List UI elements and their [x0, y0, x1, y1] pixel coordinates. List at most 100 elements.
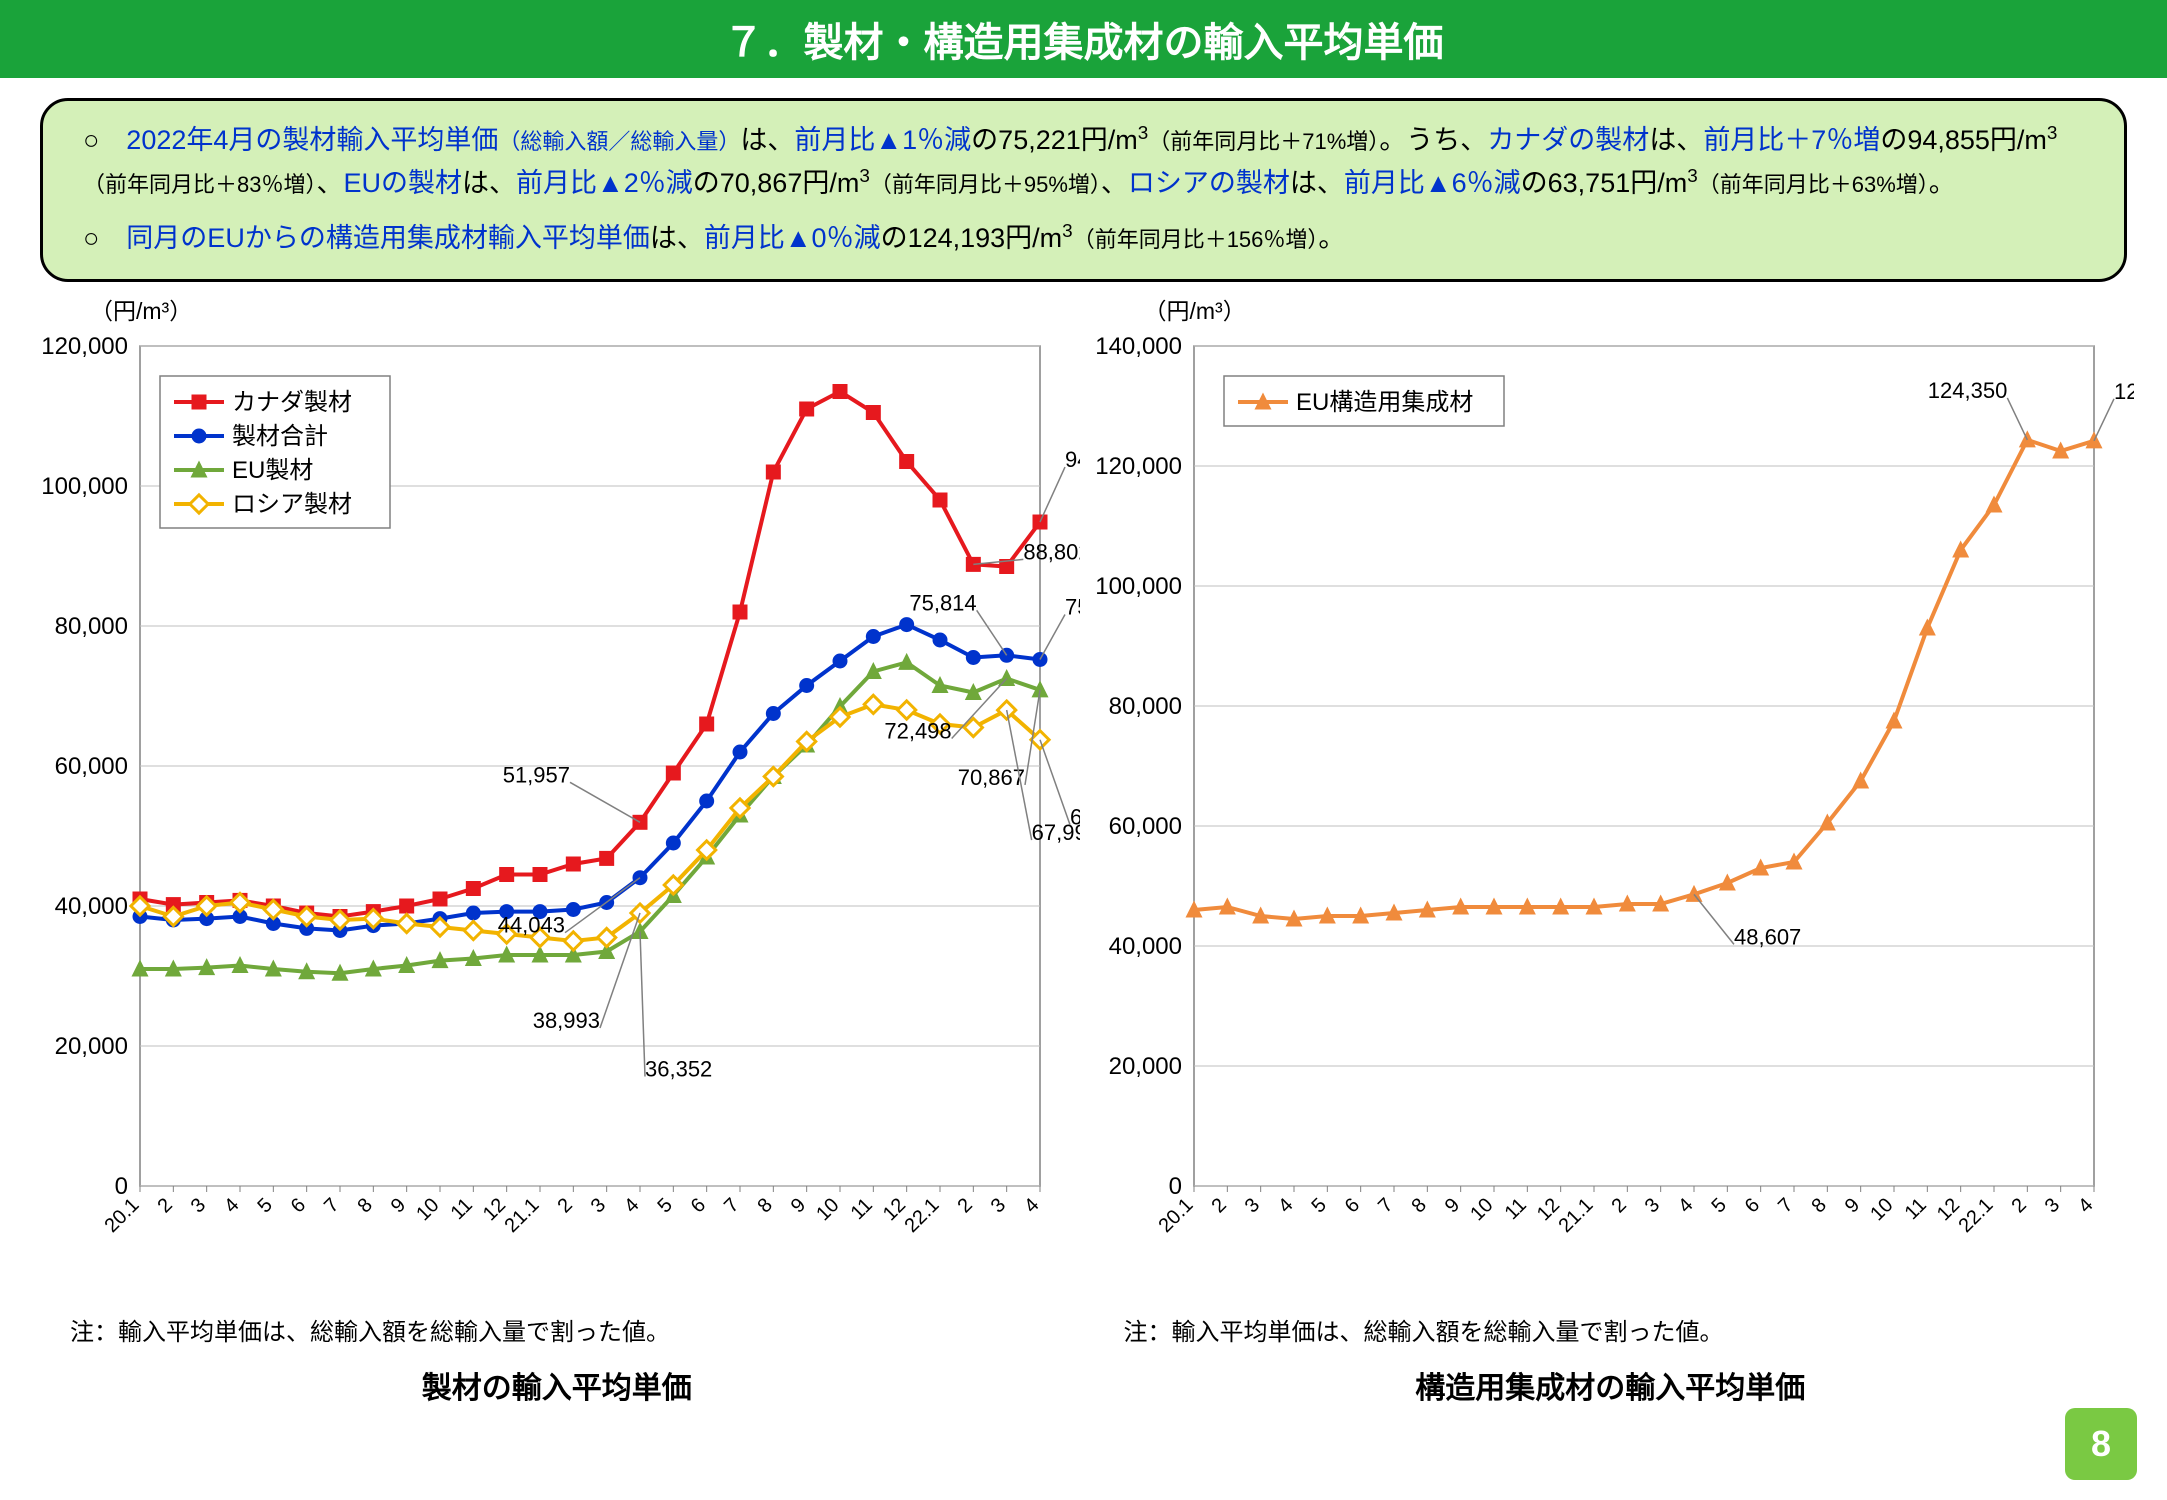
s1u: は、 — [1290, 168, 1344, 198]
svg-text:40,000: 40,000 — [55, 893, 128, 920]
summary-line-2: ○ 同月のEUからの構造用集成材輸入平均単価は、前月比▲0％減の124,193円… — [83, 217, 2094, 260]
svg-text:3: 3 — [187, 1194, 210, 1217]
svg-text:ロシア製材: ロシア製材 — [232, 491, 352, 518]
svg-text:9: 9 — [787, 1194, 810, 1217]
svg-text:8: 8 — [1407, 1194, 1430, 1217]
right-y-unit: （円/m³） — [1144, 292, 2138, 326]
svg-text:21.1: 21.1 — [500, 1194, 543, 1237]
svg-text:80,000: 80,000 — [1108, 693, 1181, 720]
svg-text:2: 2 — [1607, 1194, 1630, 1217]
svg-text:6: 6 — [287, 1194, 310, 1217]
s1x: （前年同月比＋63%増） — [1698, 172, 1929, 197]
svg-text:4: 4 — [620, 1194, 643, 1217]
s1q: の70,867円/m — [693, 168, 860, 198]
left-chart-title: 製材の輸入平均単価 — [30, 1363, 1084, 1407]
right-chart-column: （円/m³） 020,00040,00060,00080,000100,0001… — [1084, 292, 2138, 1407]
svg-text:48,607: 48,607 — [1734, 924, 1801, 949]
svg-text:2: 2 — [553, 1194, 576, 1217]
bullet-1: ○ — [83, 125, 99, 155]
svg-text:100,000: 100,000 — [1095, 573, 1182, 600]
right-chart-title: 構造用集成材の輸入平均単価 — [1084, 1363, 2138, 1407]
svg-text:20.1: 20.1 — [1154, 1194, 1197, 1237]
s1p: 前月比▲2％減 — [516, 168, 693, 198]
s1w: の63,751円/m — [1521, 168, 1688, 198]
svg-text:9: 9 — [387, 1194, 410, 1217]
svg-text:7: 7 — [320, 1194, 343, 1217]
svg-text:124,193: 124,193 — [2114, 378, 2134, 403]
svg-text:80,000: 80,000 — [55, 613, 128, 640]
svg-text:4: 4 — [1020, 1194, 1043, 1217]
svg-text:94,855: 94,855 — [1065, 447, 1080, 472]
svg-text:11: 11 — [447, 1194, 477, 1224]
svg-text:3: 3 — [587, 1194, 610, 1217]
glulam-price-chart: 020,00040,00060,00080,000100,000120,0001… — [1084, 326, 2134, 1306]
svg-text:5: 5 — [653, 1194, 676, 1217]
svg-text:124,350: 124,350 — [1927, 377, 2007, 402]
header-title: ７．製材・構造用集成材の輸入平均単価 — [724, 21, 1444, 65]
s1c: は、 — [740, 125, 794, 155]
s1d: 前月比▲1％減 — [794, 125, 971, 155]
svg-text:8: 8 — [753, 1194, 776, 1217]
svg-text:75,221: 75,221 — [1065, 594, 1080, 619]
svg-text:20,000: 20,000 — [1108, 1053, 1181, 1080]
svg-text:EU構造用集成材: EU構造用集成材 — [1296, 389, 1473, 416]
svg-text:2: 2 — [2007, 1194, 2030, 1217]
svg-text:40,000: 40,000 — [1108, 933, 1181, 960]
svg-text:4: 4 — [1274, 1194, 1297, 1217]
s1f: （前年同月比＋71%増） — [1148, 129, 1379, 154]
svg-text:21.1: 21.1 — [1554, 1194, 1597, 1237]
page-number-badge: 8 — [2065, 1408, 2137, 1480]
s1n: EUの製材 — [343, 168, 462, 198]
svg-text:2: 2 — [953, 1194, 976, 1217]
s2e: （前年同月比＋156％増） — [1073, 227, 1319, 252]
svg-text:10: 10 — [812, 1194, 843, 1225]
svg-text:カナダ製材: カナダ製材 — [232, 389, 352, 416]
s1r: （前年同月比＋95%増） — [870, 172, 1101, 197]
summary-line-1: ○ 2022年4月の製材輸入平均単価（総輸入額／総輸入量）は、前月比▲1％減の7… — [83, 119, 2094, 205]
svg-text:6: 6 — [1740, 1194, 1763, 1217]
svg-text:72,498: 72,498 — [884, 718, 951, 743]
svg-text:44,043: 44,043 — [498, 912, 565, 937]
svg-text:5: 5 — [253, 1194, 276, 1217]
svg-text:9: 9 — [1840, 1194, 1863, 1217]
svg-text:60,000: 60,000 — [55, 753, 128, 780]
s1l: （前年同月比＋83％増） — [83, 172, 316, 197]
svg-text:EU製材: EU製材 — [232, 457, 313, 484]
svg-text:140,000: 140,000 — [1095, 333, 1182, 360]
left-y-unit: （円/m³） — [90, 292, 1084, 326]
svg-text:36,352: 36,352 — [645, 1056, 712, 1081]
svg-text:7: 7 — [1774, 1194, 1797, 1217]
s1s: 、 — [1101, 168, 1128, 198]
svg-text:11: 11 — [1900, 1194, 1930, 1224]
svg-text:4: 4 — [220, 1194, 243, 1217]
svg-text:60,000: 60,000 — [1108, 813, 1181, 840]
s1e: の75,221円/m — [971, 125, 1138, 155]
svg-text:2: 2 — [1207, 1194, 1230, 1217]
svg-text:20,000: 20,000 — [55, 1033, 128, 1060]
s1h: カナダの製材 — [1487, 125, 1649, 155]
s1o: は、 — [462, 168, 516, 198]
svg-text:5: 5 — [1307, 1194, 1330, 1217]
lumber-price-chart: 020,00040,00060,00080,000100,000120,0002… — [30, 326, 1080, 1306]
svg-text:120,000: 120,000 — [1095, 453, 1182, 480]
left-note: 注：輸入平均単価は、総輸入額を総輸入量で割った値。 — [70, 1312, 1084, 1347]
svg-text:5: 5 — [1707, 1194, 1730, 1217]
s1j: 前月比＋7％増 — [1703, 125, 1880, 155]
svg-text:22.1: 22.1 — [900, 1194, 943, 1237]
s1b: （総輸入額／総輸入量） — [498, 129, 740, 154]
s2c: 前月比▲0％減 — [704, 223, 881, 253]
s2a: 同月のEUからの構造用集成材輸入平均単価 — [99, 223, 650, 253]
svg-text:3: 3 — [1240, 1194, 1263, 1217]
s1g: 。うち、 — [1379, 125, 1487, 155]
svg-text:7: 7 — [1374, 1194, 1397, 1217]
s1t: ロシアの製材 — [1128, 168, 1290, 198]
svg-text:120,000: 120,000 — [41, 333, 128, 360]
svg-text:3: 3 — [987, 1194, 1010, 1217]
svg-text:3: 3 — [1640, 1194, 1663, 1217]
s2d: の124,193円/m — [881, 223, 1063, 253]
svg-text:22.1: 22.1 — [1954, 1194, 1997, 1237]
s2f: 。 — [1318, 223, 1345, 253]
svg-text:88,802: 88,802 — [1023, 539, 1080, 564]
right-note: 注：輸入平均単価は、総輸入額を総輸入量で割った値。 — [1124, 1312, 2138, 1347]
svg-text:10: 10 — [1466, 1194, 1497, 1225]
